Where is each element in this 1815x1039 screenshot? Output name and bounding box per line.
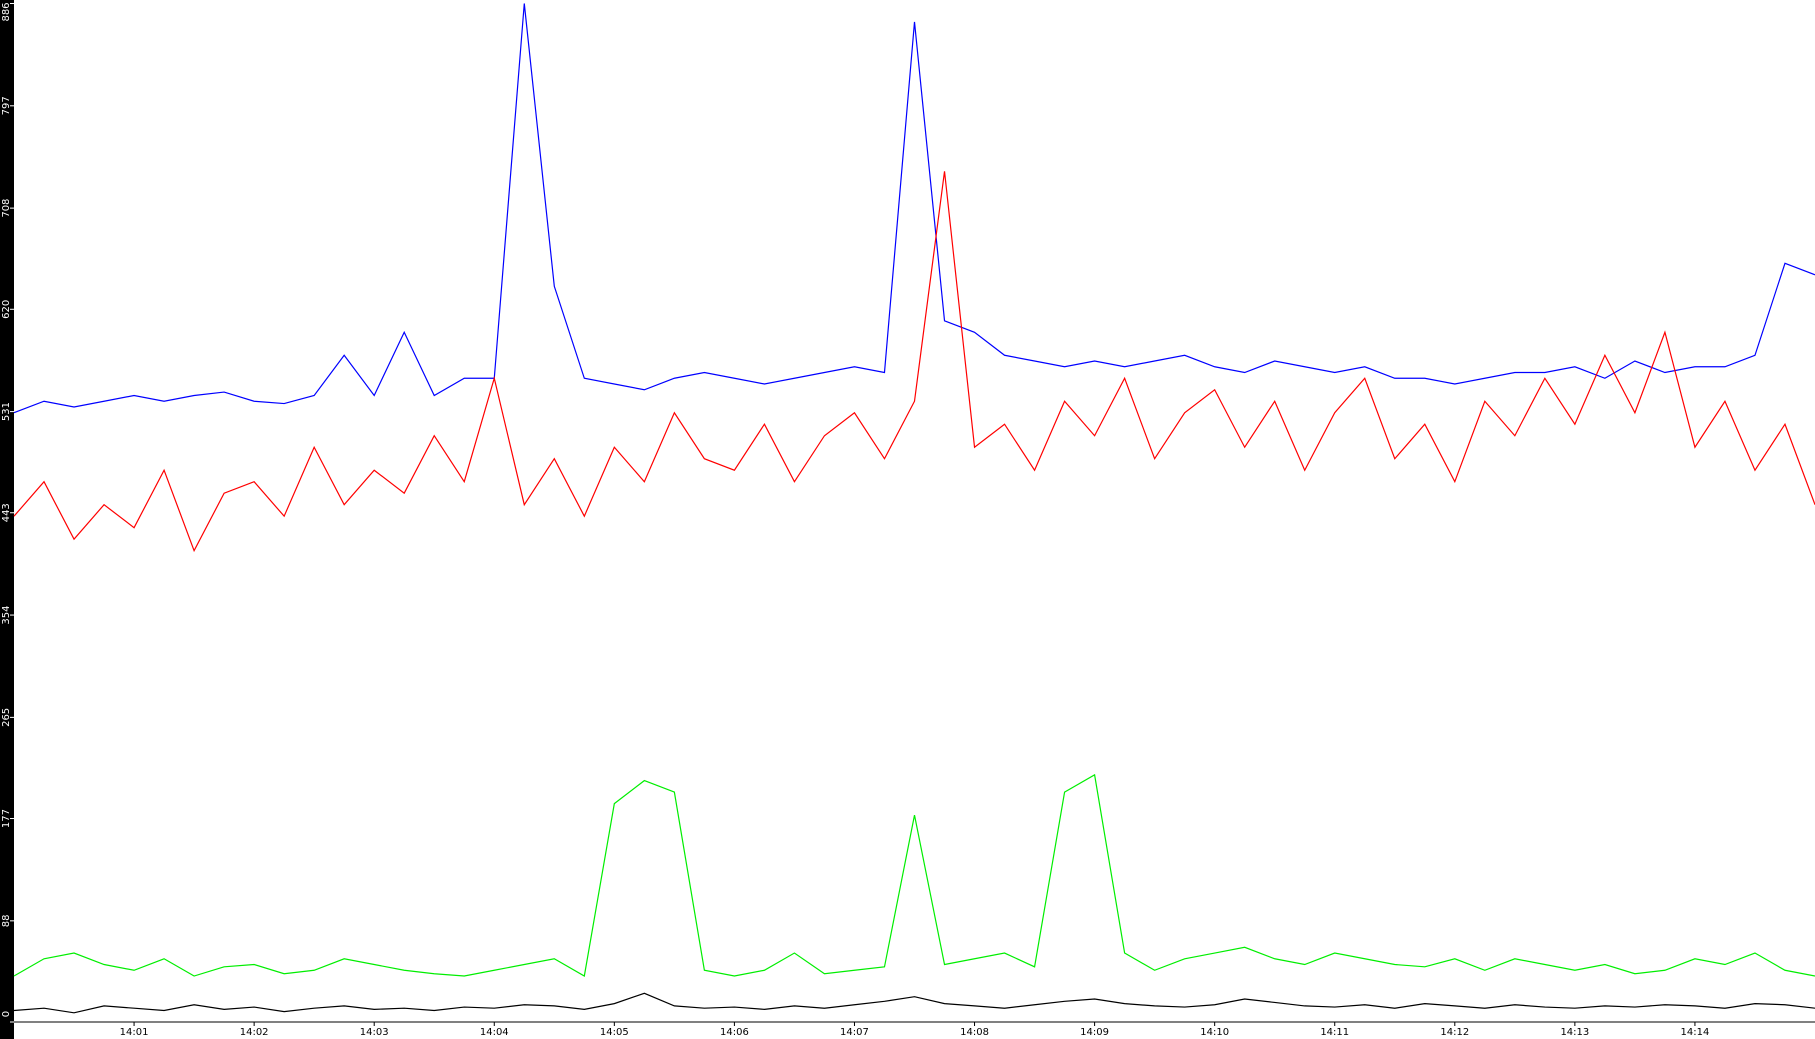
y-axis-strip xyxy=(0,0,14,1039)
series-line xyxy=(13,3,1815,414)
y-tick-label: 797 xyxy=(1,96,12,115)
series-line xyxy=(13,171,1815,553)
x-tick-label: 14:14 xyxy=(1681,1027,1710,1038)
y-tick-label: 443 xyxy=(1,503,12,522)
x-tick-label: 14:04 xyxy=(480,1027,509,1038)
x-tick-label: 14:12 xyxy=(1440,1027,1469,1038)
x-tick-label: 14:13 xyxy=(1560,1027,1589,1038)
x-tick-label: 14:05 xyxy=(600,1027,629,1038)
x-tick-label: 14:08 xyxy=(960,1027,989,1038)
y-tick-label: 708 xyxy=(1,199,12,218)
y-tick-label: 354 xyxy=(1,606,12,625)
y-tick-label: 531 xyxy=(1,402,12,421)
x-tick-label: 14:10 xyxy=(1200,1027,1229,1038)
x-tick-label: 14:07 xyxy=(840,1027,869,1038)
x-tick-label: 14:03 xyxy=(360,1027,389,1038)
x-tick-label: 14:01 xyxy=(120,1027,149,1038)
x-tick-label: 14:02 xyxy=(240,1027,269,1038)
y-tick-label: 265 xyxy=(1,708,12,727)
y-tick-label: 0 xyxy=(1,1011,12,1017)
y-tick-label: 177 xyxy=(1,809,12,828)
series-line xyxy=(13,992,1815,1014)
x-axis-strip xyxy=(14,1022,1815,1039)
x-tick-label: 14:06 xyxy=(720,1027,749,1038)
x-tick-label: 14:11 xyxy=(1320,1027,1349,1038)
x-tick-label: 14:09 xyxy=(1080,1027,1109,1038)
series-line xyxy=(13,773,1815,977)
y-tick-label: 886 xyxy=(1,2,12,21)
y-tick-label: 88 xyxy=(1,914,12,927)
y-tick-label: 620 xyxy=(1,300,12,319)
